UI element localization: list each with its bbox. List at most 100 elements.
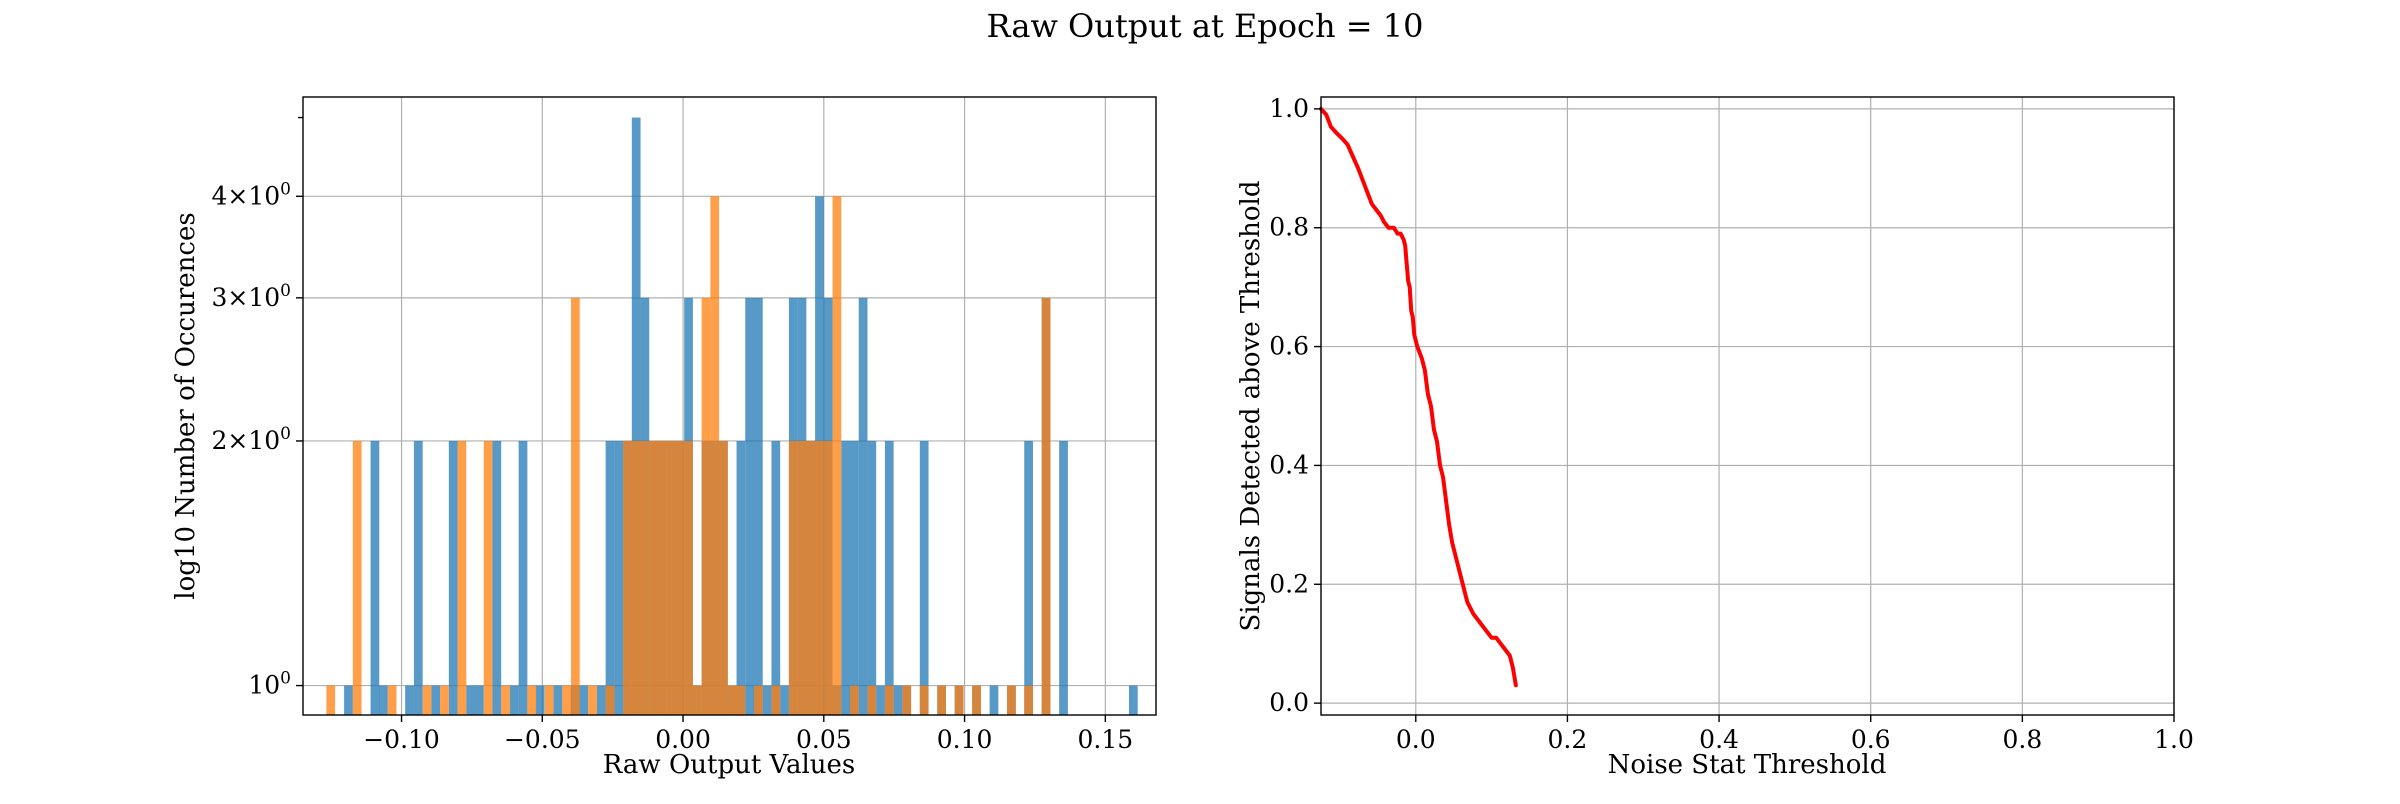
histogram-bar-series-1 — [579, 685, 589, 715]
histogram-bar-series-2 — [440, 685, 449, 715]
histogram-bar-series-2 — [736, 685, 746, 715]
histogram-y-tick-label: 3×100 — [212, 281, 292, 312]
threshold-curve-frame — [1320, 96, 2175, 716]
histogram-x-tick-label: 0.10 — [937, 725, 993, 754]
histogram-bar-series-2 — [666, 440, 676, 715]
histogram-x-tick-label: 0.15 — [1077, 725, 1133, 754]
histogram-bar-series-1 — [989, 685, 999, 715]
histogram-bar-series-2 — [710, 196, 720, 715]
histogram-x-tick-label: −0.05 — [504, 725, 581, 754]
histogram-bar-series-2 — [631, 440, 641, 715]
threshold-curve-line — [1319, 106, 1518, 688]
histogram-bar-series-1 — [518, 440, 528, 715]
histogram-bar-series-1 — [1128, 685, 1138, 715]
threshold-curve-y-tick-label: 0.0 — [1269, 688, 1309, 717]
threshold-curve-y-tick-label: 0.8 — [1269, 213, 1309, 242]
histogram-bar-series-2 — [692, 685, 702, 715]
threshold-curve-grid — [1321, 97, 2175, 715]
histogram-bar-series-2 — [571, 297, 580, 715]
histogram-bar-series-1 — [379, 685, 388, 715]
threshold-curve-x-axis-label: Noise Stat Threshold — [1608, 750, 1887, 780]
threshold-curve-x-ticks: 0.0 0.2 0.4 0.6 0.8 1.0 — [1396, 715, 2194, 754]
histogram-bar-series-2 — [884, 685, 894, 715]
histogram-bar-series-2 — [719, 440, 728, 715]
threshold-curve-y-tick-label: 1.0 — [1269, 94, 1309, 123]
histogram-bar-series-1 — [753, 297, 763, 715]
histogram-bar-series-1 — [596, 685, 606, 715]
histogram-bar-series-2 — [1041, 297, 1051, 715]
histogram-bar-series-2 — [483, 440, 493, 715]
histogram-bar-series-1 — [745, 297, 754, 715]
histogram-bar-series-2 — [387, 685, 397, 715]
histogram-bar-series-1 — [553, 685, 563, 715]
histogram-y-ticks: 100 2×100 3×100 4×100 — [212, 116, 303, 700]
histogram-bar-series-2 — [1007, 685, 1016, 715]
histogram-bar-series-2 — [544, 685, 554, 715]
histogram-y-tick-label: 4×100 — [212, 179, 292, 210]
threshold-curve-panel: 0.0 0.2 0.4 0.6 0.8 1.0 0.0 0.2 0.4 0.6 0.8 1.0 No… — [1236, 94, 2194, 780]
histogram-bar-series-2 — [657, 440, 667, 715]
histogram-bar-series-1 — [344, 685, 353, 715]
histogram-bar-series-2 — [501, 685, 510, 715]
histogram-bar-series-1 — [841, 440, 850, 715]
histogram-bar-series-1 — [762, 685, 772, 715]
histogram-y-tick-label: 100 — [248, 669, 291, 700]
threshold-curve-x-tick-label: 1.0 — [2154, 725, 2194, 754]
histogram-bar-series-2 — [727, 685, 737, 715]
histogram-bar-series-1 — [466, 685, 476, 715]
histogram-bar-series-1 — [780, 685, 789, 715]
histogram-bar-series-2 — [849, 685, 859, 715]
threshold-curve-x-tick-label: 0.2 — [1548, 725, 1588, 754]
threshold-curve-x-tick-label: 0.4 — [1699, 725, 1739, 754]
histogram-bar-series-2 — [675, 440, 685, 715]
histogram-bar-series-1 — [1059, 440, 1068, 715]
threshold-curve-series — [1319, 106, 1518, 688]
histogram-frame — [302, 96, 1157, 716]
histogram-bar-series-2 — [806, 440, 816, 715]
histogram-bar-series-2 — [352, 440, 362, 715]
threshold-curve-y-ticks: 0.0 0.2 0.4 0.6 0.8 1.0 — [1269, 94, 1321, 717]
histogram-bar-series-2 — [701, 297, 711, 715]
histogram-bar-series-2 — [605, 685, 615, 715]
histogram-panel: −0.10 −0.05 0.00 0.05 0.10 0.15 100 2×100 3×100… — [171, 96, 1157, 780]
histogram-x-tick-label: 0.05 — [796, 725, 852, 754]
figure-title: Raw Output at Epoch = 10 — [987, 7, 1424, 45]
threshold-curve-y-tick-label: 0.4 — [1269, 450, 1309, 479]
histogram-bar-series-1 — [919, 440, 929, 715]
histogram-bar-series-2 — [867, 685, 877, 715]
histogram-bar-series-2 — [640, 440, 650, 715]
histogram-bar-series-1 — [614, 440, 624, 715]
histogram-bar-series-2 — [684, 440, 693, 715]
histogram-bar-series-1 — [535, 685, 545, 715]
histogram-bar-series-2 — [562, 685, 572, 715]
histogram-x-ticks: −0.10 −0.05 0.00 0.05 0.10 0.15 — [363, 715, 1133, 754]
threshold-curve-x-tick-label: 0.8 — [2002, 725, 2042, 754]
histogram-bar-series-2 — [815, 440, 824, 715]
histogram-bar-series-2 — [788, 440, 798, 715]
histogram-x-axis-label: Raw Output Values — [603, 750, 855, 780]
histogram-bar-series-2 — [422, 685, 432, 715]
histogram-bar-series-2 — [326, 685, 336, 715]
threshold-curve-y-tick-label: 0.6 — [1269, 332, 1309, 361]
histogram-y-axis-label: log10 Number of Occurences — [171, 212, 201, 599]
histogram-bar-series-2 — [797, 440, 807, 715]
histogram-bar-series-1 — [475, 685, 484, 715]
histogram-bar-series-2 — [753, 685, 763, 715]
histogram-bar-series-1 — [876, 685, 885, 715]
histogram-bar-series-1 — [492, 440, 502, 715]
histogram-bar-series-1 — [605, 440, 615, 715]
histogram-bar-series-1 — [736, 440, 746, 715]
histogram-y-tick-label: 2×100 — [212, 424, 292, 455]
histogram-bar-series-1 — [867, 440, 877, 715]
histogram-bar-series-2 — [623, 440, 632, 715]
histogram-bar-series-1 — [405, 685, 414, 715]
threshold-curve-y-tick-label: 0.2 — [1269, 569, 1309, 598]
histogram-bar-series-1 — [849, 440, 859, 715]
histogram-bar-series-2 — [919, 685, 929, 715]
histogram-bar-series-2 — [902, 685, 912, 715]
histogram-bar-series-1 — [509, 685, 519, 715]
histogram-bar-series-2 — [649, 440, 658, 715]
histogram-bar-series-1 — [431, 685, 441, 715]
